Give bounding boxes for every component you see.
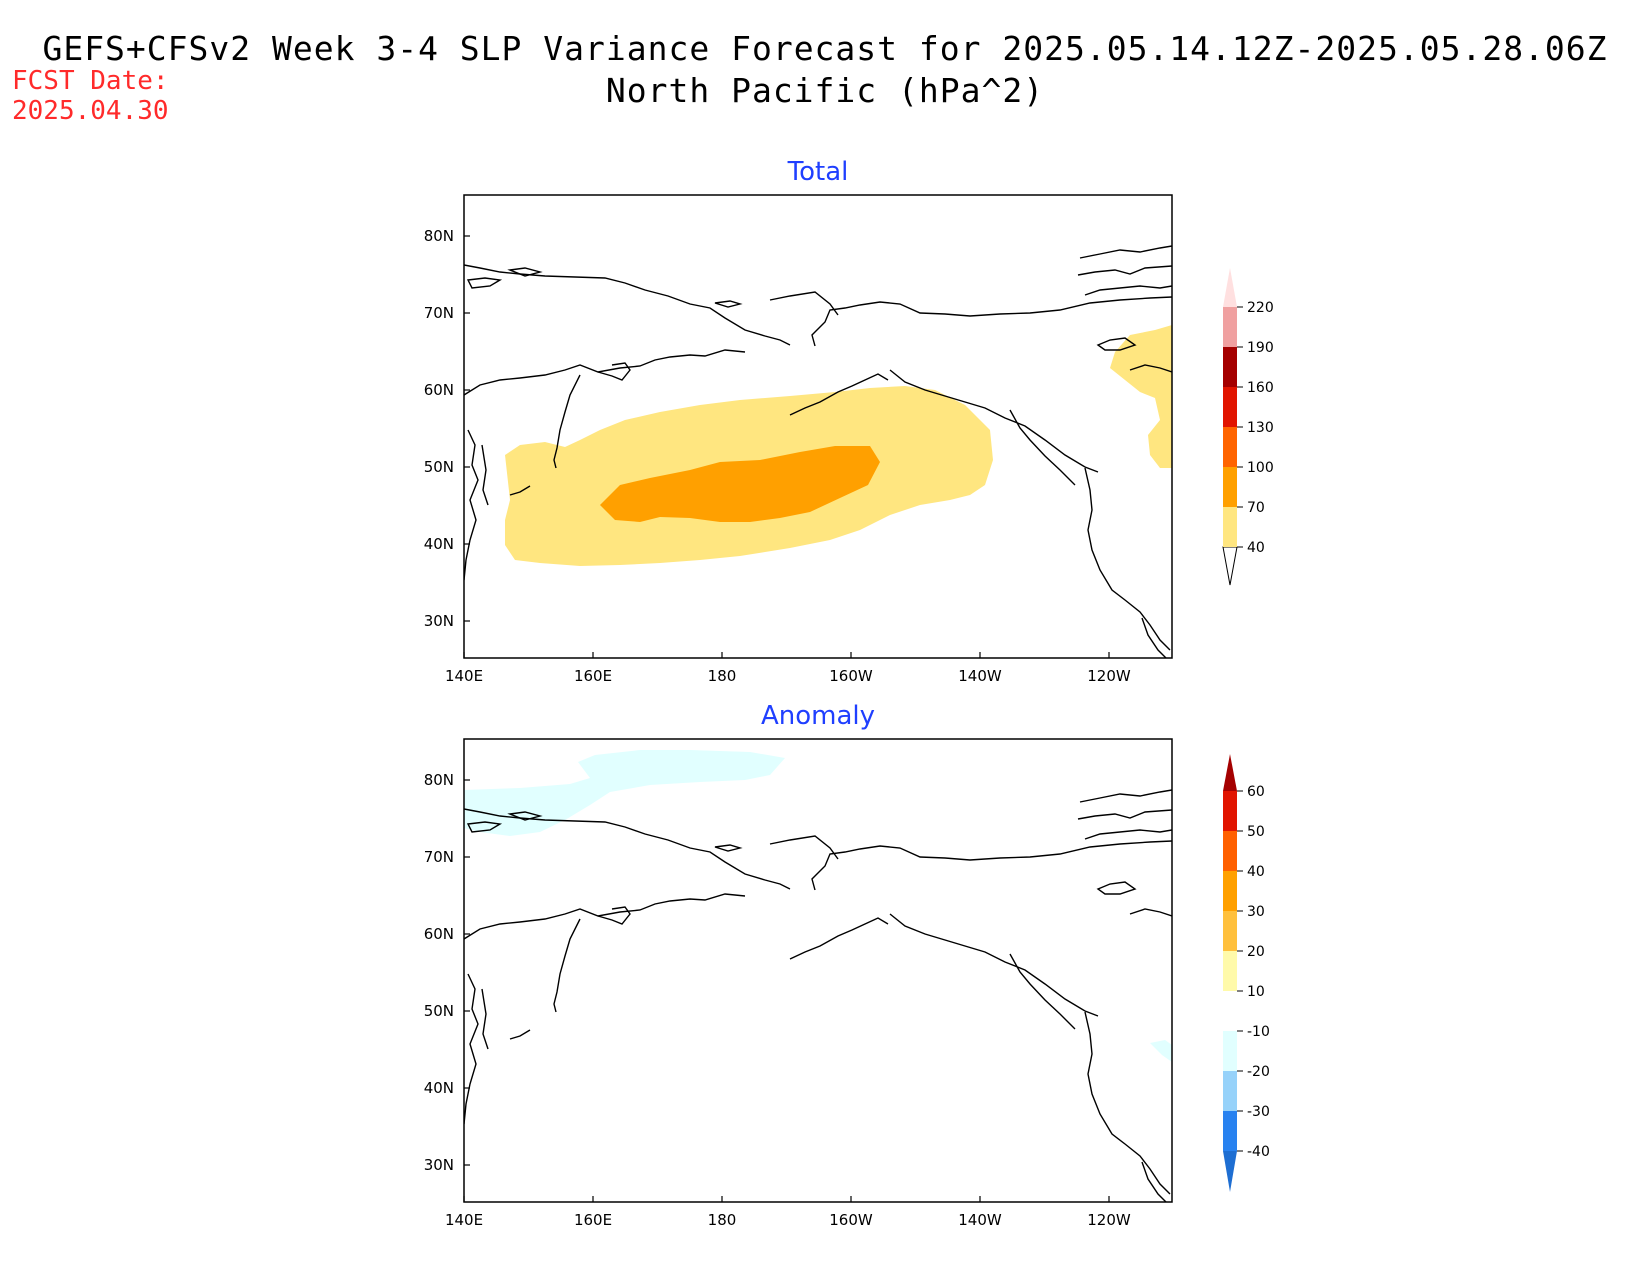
contour-70-100 xyxy=(600,446,880,522)
x-tick-label: 140W xyxy=(958,667,1002,685)
axis-ticks-total xyxy=(463,235,1110,658)
x-tick-label: 140E xyxy=(445,667,483,685)
x-tick-label: 160W xyxy=(829,1211,873,1229)
contour-neg10-neg20-north xyxy=(464,750,785,836)
panel-total: Total 80N 70N 60N 50N 40N 30N xyxy=(424,157,1274,685)
map-total xyxy=(464,195,1172,658)
y-tick-label: 30N xyxy=(424,1156,454,1174)
colorbar-label: -20 xyxy=(1247,1064,1270,1080)
colorbar-label: 10 xyxy=(1247,984,1265,1000)
colorbar-label: -40 xyxy=(1247,1144,1270,1160)
y-tick-labels-total: 80N 70N 60N 50N 40N 30N xyxy=(424,227,454,630)
y-tick-label: 80N xyxy=(424,771,454,789)
colorbar-label: 100 xyxy=(1247,460,1274,476)
colorbar-label: -30 xyxy=(1247,1104,1270,1120)
colorbar-total-swatch xyxy=(1223,307,1237,347)
y-tick-label: 30N xyxy=(424,612,454,630)
main-title: GEFS+CFSv2 Week 3-4 SLP Variance Forecas… xyxy=(0,28,1650,112)
colorbar-anomaly-swatch xyxy=(1223,871,1237,911)
contour-neg10-neg20-east xyxy=(1150,1040,1172,1062)
map-frame-total xyxy=(463,194,1173,659)
contour-40-70-east xyxy=(1110,325,1172,468)
forecast-date: FCST Date: 2025.04.30 xyxy=(12,66,169,126)
colorbar-anomaly-swatch xyxy=(1223,951,1237,991)
colorbar-anomaly-swatch xyxy=(1223,911,1237,951)
x-tick-labels-anomaly: 140E 160E 180 160W 140W 120W xyxy=(445,1211,1131,1229)
colorbar-label: 40 xyxy=(1247,864,1265,880)
colorbar-anomaly-swatch xyxy=(1223,991,1237,1031)
colorbar-anomaly: -40 -30 -20 -10 10 20 30 40 50 60 xyxy=(1223,754,1270,1192)
title-line-2: North Pacific (hPa^2) xyxy=(605,71,1045,110)
y-tick-label: 50N xyxy=(424,458,454,476)
colorbar-label: 130 xyxy=(1247,420,1274,436)
colorbar-label: 220 xyxy=(1247,300,1274,316)
colorbar-total-swatch xyxy=(1223,387,1237,427)
x-tick-label: 180 xyxy=(708,1211,737,1229)
colorbar-label: 40 xyxy=(1247,540,1265,556)
colorbar-label: 50 xyxy=(1247,824,1265,840)
y-tick-label: 70N xyxy=(424,848,454,866)
map-anomaly xyxy=(464,739,1172,1202)
colorbar-label: 190 xyxy=(1247,340,1274,356)
fcst-date-value: 2025.04.30 xyxy=(12,96,169,126)
x-tick-label: 180 xyxy=(708,667,737,685)
x-tick-label: 160W xyxy=(829,667,873,685)
x-tick-label: 160E xyxy=(574,667,612,685)
colorbar-total-swatch xyxy=(1223,427,1237,467)
y-tick-label: 60N xyxy=(424,381,454,399)
colorbar-total-swatch xyxy=(1223,467,1237,507)
x-tick-label: 160E xyxy=(574,1211,612,1229)
colorbar-anomaly-bottom-cap xyxy=(1223,1151,1237,1192)
panel-anomaly: Anomaly 80N 70N 60N 50N 40N 30N xyxy=(424,701,1270,1229)
colorbar-label: 60 xyxy=(1247,784,1265,800)
x-tick-label: 120W xyxy=(1087,1211,1131,1229)
x-tick-label: 140E xyxy=(445,1211,483,1229)
y-tick-label: 40N xyxy=(424,535,454,553)
colorbar-anomaly-swatch xyxy=(1223,1071,1237,1111)
colorbar-total-swatch xyxy=(1223,347,1237,387)
colorbar-anomaly-top-cap xyxy=(1223,754,1237,791)
colorbar-total-bottom-cap xyxy=(1222,546,1238,586)
colorbar-label: 70 xyxy=(1247,500,1265,516)
y-tick-label: 50N xyxy=(424,1002,454,1020)
colorbar-label: 30 xyxy=(1247,904,1265,920)
colorbar-label: 160 xyxy=(1247,380,1274,396)
y-tick-label: 80N xyxy=(424,227,454,245)
colorbar-total: 40 70 100 130 160 190 220 xyxy=(1222,268,1274,586)
panel-title-total: Total xyxy=(787,157,849,187)
colorbar-anomaly-swatch xyxy=(1223,831,1237,871)
y-tick-label: 70N xyxy=(424,304,454,322)
x-tick-label: 120W xyxy=(1087,667,1131,685)
colorbar-anomaly-swatch xyxy=(1223,1111,1237,1151)
axis-ticks-anomaly xyxy=(463,779,1110,1202)
y-tick-labels-anomaly: 80N 70N 60N 50N 40N 30N xyxy=(424,771,454,1174)
x-tick-label: 140W xyxy=(958,1211,1002,1229)
title-line-1: GEFS+CFSv2 Week 3-4 SLP Variance Forecas… xyxy=(42,29,1608,68)
colorbar-label: -10 xyxy=(1247,1024,1270,1040)
colorbar-label: 20 xyxy=(1247,944,1265,960)
map-frame-anomaly xyxy=(463,738,1173,1203)
y-tick-label: 60N xyxy=(424,925,454,943)
colorbar-total-top-cap xyxy=(1223,268,1237,307)
fcst-label: FCST Date: xyxy=(12,66,169,96)
panel-title-anomaly: Anomaly xyxy=(761,701,875,731)
colorbar-total-swatch xyxy=(1223,507,1237,547)
colorbar-anomaly-swatch xyxy=(1223,791,1237,831)
y-tick-label: 40N xyxy=(424,1079,454,1097)
colorbar-anomaly-swatch xyxy=(1223,1031,1237,1071)
x-tick-labels-total: 140E 160E 180 160W 140W 120W xyxy=(445,667,1131,685)
